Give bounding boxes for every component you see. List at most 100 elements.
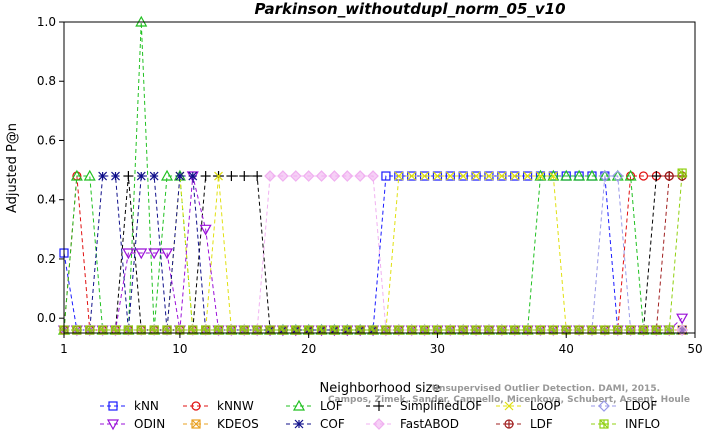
series-odin (57, 171, 689, 337)
legend-label: COF (320, 417, 345, 431)
legend-marker (191, 401, 201, 411)
legend-item-fastabod: FastABOD (366, 417, 459, 431)
y-tick-label: 0.2 (37, 252, 56, 266)
data-point (407, 171, 417, 181)
data-point (341, 170, 354, 182)
y-axis-label: Adjusted P@n (5, 123, 20, 213)
data-point (277, 170, 289, 182)
data-point (664, 171, 674, 181)
data-point (302, 170, 315, 182)
data-point (484, 171, 494, 181)
legend-marker (373, 418, 385, 430)
data-point (677, 168, 687, 178)
data-point (98, 171, 108, 181)
data-point (548, 171, 558, 181)
data-point (651, 171, 662, 182)
data-point (676, 313, 689, 325)
legend-item-ldf: LDF (496, 417, 553, 431)
legend-label: KDEOS (217, 417, 259, 431)
data-point (161, 248, 174, 260)
data-point (497, 171, 507, 181)
data-point (188, 171, 198, 181)
data-point (70, 169, 83, 181)
legend-label: SimplifiedLOF (400, 399, 482, 413)
data-point (599, 170, 611, 182)
legend-label: INFLO (625, 417, 660, 431)
legend-marker (599, 419, 609, 429)
legend: kNN kNNW LOF SimplifiedLOF LoOP LDOF ODIN KDEOS… (100, 399, 660, 431)
x-tick-label: 40 (559, 342, 574, 356)
x-tick-label: 50 (687, 342, 702, 356)
legend-marker (504, 419, 514, 429)
data-point (123, 171, 134, 182)
legend-item-odin: ODIN (100, 417, 165, 431)
legend-item-simplifiedlof: SimplifiedLOF (366, 399, 482, 413)
data-point (239, 325, 249, 335)
data-point (162, 325, 172, 335)
data-point (445, 171, 455, 181)
data-point (510, 171, 520, 181)
legend-marker (106, 419, 120, 431)
data-point (394, 171, 404, 181)
data-point (354, 170, 367, 182)
legend-marker (598, 400, 610, 412)
y-tick-label: 0.6 (37, 133, 56, 147)
data-point (367, 170, 379, 182)
x-tick-label: 10 (172, 342, 187, 356)
legend-marker (294, 419, 304, 429)
y-tick-label: 0.8 (37, 74, 56, 88)
data-point (148, 248, 161, 260)
y-tick-label: 0.4 (37, 193, 56, 207)
series-line (64, 173, 683, 331)
legend-label: ODIN (134, 417, 165, 431)
data-point (611, 169, 624, 181)
watermark-line-1: Unsupervised Outlier Detection. DAMI, 20… (432, 384, 660, 394)
legend-label: LoOP (530, 399, 561, 413)
x-axis-label: Neighborhood size (320, 381, 441, 396)
data-point (315, 170, 328, 182)
data-point (624, 169, 637, 181)
legend-item-ldof: LDOF (591, 399, 657, 413)
legend-label: LOF (320, 399, 343, 413)
data-point (585, 169, 598, 181)
data-point (638, 171, 649, 181)
data-point (161, 169, 174, 181)
data-point (458, 171, 468, 181)
legend-item-knnw: kNNW (183, 399, 254, 413)
legend-item-loop: LoOP (496, 399, 561, 413)
data-point (111, 171, 120, 181)
data-point (135, 248, 148, 260)
legend-marker (191, 419, 201, 429)
y-tick-label: 1.0 (37, 15, 56, 29)
data-point (611, 170, 624, 182)
chart-title: Parkinson_withoutdupl_norm_05_v10 (254, 0, 565, 18)
data-point (547, 169, 560, 181)
legend-marker (504, 401, 514, 411)
plot-frame (63, 21, 696, 334)
data-point (445, 171, 455, 181)
series-layer (57, 15, 689, 337)
legend-item-kdeos: KDEOS (183, 417, 259, 431)
data-point (420, 171, 429, 181)
legend-marker (108, 401, 118, 411)
data-point (458, 171, 468, 181)
legend-label: LDOF (625, 399, 657, 413)
data-point (433, 171, 442, 181)
y-tick-label: 0.0 (37, 311, 56, 325)
legend-marker (374, 401, 384, 411)
data-point (239, 171, 250, 182)
legend-item-inflo: INFLO (591, 417, 660, 431)
data-point (199, 224, 212, 236)
data-point (471, 171, 481, 181)
x-tick-label: 1 (60, 342, 68, 356)
data-point (83, 169, 96, 181)
data-point (136, 171, 146, 181)
data-point (381, 171, 391, 181)
legend-item-lof: LOF (286, 399, 343, 413)
legend-label: LDF (530, 417, 553, 431)
data-point (175, 171, 185, 181)
x-tick-label: 20 (301, 342, 316, 356)
data-point (122, 248, 135, 260)
watermark-line-2: Campos, Zimek, Sander, Campello, Micenko… (328, 395, 690, 405)
